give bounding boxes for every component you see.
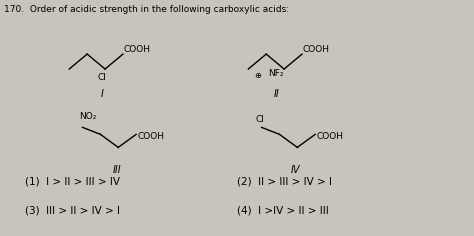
Text: I: I <box>101 88 104 99</box>
Text: COOH: COOH <box>303 45 330 54</box>
Text: IV: IV <box>291 165 301 175</box>
Text: 170.  Order of acidic strength in the following carboxylic acids:: 170. Order of acidic strength in the fol… <box>4 5 289 14</box>
Text: (1)  I > II > III > IV: (1) I > II > III > IV <box>25 176 120 186</box>
Text: Cl: Cl <box>256 115 264 124</box>
Text: COOH: COOH <box>137 132 164 141</box>
Text: (4)  I >IV > II > III: (4) I >IV > II > III <box>237 206 329 216</box>
Text: II: II <box>274 88 280 99</box>
Text: (3)  III > II > IV > I: (3) III > II > IV > I <box>25 206 120 216</box>
Text: (2)  II > III > IV > I: (2) II > III > IV > I <box>237 176 332 186</box>
Text: COOH: COOH <box>124 45 151 54</box>
Text: NF₂: NF₂ <box>268 69 283 78</box>
Text: ⊕: ⊕ <box>255 71 262 80</box>
Text: Cl: Cl <box>98 73 107 82</box>
Text: III: III <box>112 165 121 175</box>
Text: NO₂: NO₂ <box>79 112 97 121</box>
Text: COOH: COOH <box>316 132 343 141</box>
